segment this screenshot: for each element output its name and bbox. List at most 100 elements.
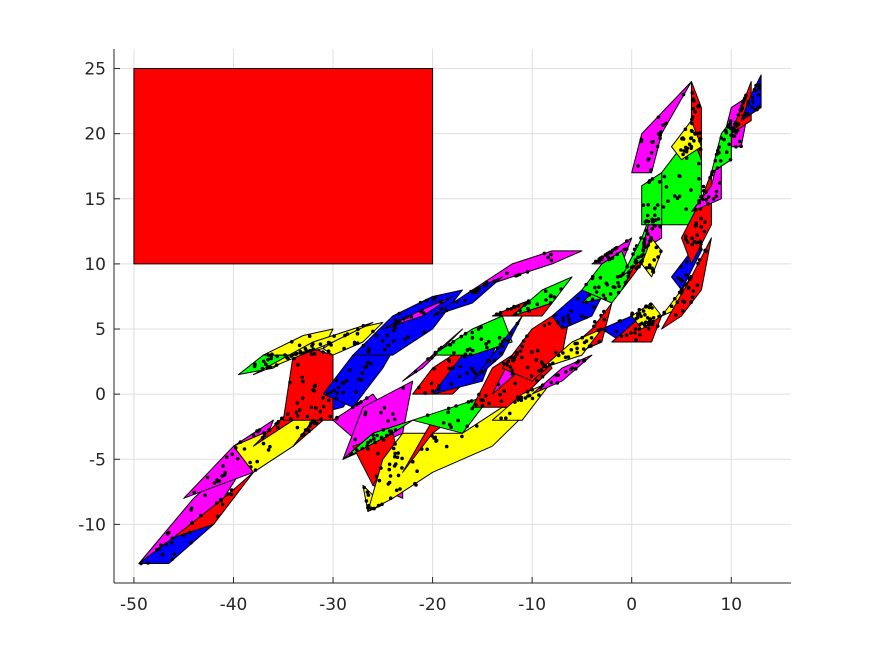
data-point <box>294 410 299 415</box>
data-point <box>653 218 658 222</box>
data-point <box>214 501 219 505</box>
data-point <box>551 361 555 366</box>
scatter-points <box>139 83 762 566</box>
data-point <box>498 392 502 397</box>
data-point <box>632 247 637 252</box>
data-point <box>706 202 710 206</box>
data-point <box>534 358 539 362</box>
data-point <box>530 350 534 354</box>
data-point <box>699 242 703 246</box>
data-point <box>597 339 602 344</box>
data-point <box>753 108 758 112</box>
data-point <box>392 417 397 422</box>
data-point <box>433 295 438 300</box>
data-point <box>496 382 501 387</box>
data-point <box>477 392 481 397</box>
data-point <box>691 289 696 293</box>
data-point <box>575 350 579 355</box>
data-point <box>356 327 360 332</box>
data-point <box>575 341 579 346</box>
data-point <box>269 356 274 361</box>
data-point <box>270 352 274 357</box>
data-point <box>376 451 380 456</box>
data-point <box>526 394 530 398</box>
data-point <box>513 355 517 359</box>
data-point <box>405 315 410 319</box>
data-point <box>548 301 553 305</box>
data-point <box>519 355 524 360</box>
data-point <box>669 304 674 309</box>
data-point <box>253 468 258 472</box>
data-point <box>218 497 223 502</box>
data-point <box>714 152 719 157</box>
data-point <box>757 83 761 87</box>
data-point <box>511 359 515 363</box>
data-point <box>380 502 384 507</box>
data-point <box>447 366 452 371</box>
data-point <box>641 309 646 313</box>
data-point <box>521 339 526 344</box>
data-point <box>535 378 539 383</box>
data-point <box>726 123 731 127</box>
data-point <box>643 324 648 329</box>
data-point <box>684 237 688 242</box>
data-point <box>646 232 650 236</box>
data-point <box>756 92 761 97</box>
data-point <box>696 103 701 108</box>
data-point <box>280 416 284 421</box>
patch-56 <box>641 172 663 226</box>
data-point <box>484 393 488 398</box>
data-point <box>321 350 325 354</box>
data-point <box>530 396 535 401</box>
data-point <box>398 318 402 323</box>
data-point <box>172 552 176 557</box>
data-point <box>662 174 667 179</box>
data-point <box>552 295 556 299</box>
data-point <box>438 300 443 304</box>
data-point <box>391 339 396 343</box>
data-point <box>470 336 475 340</box>
data-point <box>360 446 365 451</box>
data-point <box>212 481 217 485</box>
data-point <box>411 460 415 464</box>
data-point <box>381 438 386 442</box>
data-point <box>387 467 392 472</box>
data-point <box>626 271 631 275</box>
data-point <box>500 344 505 349</box>
data-point <box>274 363 279 367</box>
data-point <box>715 166 720 170</box>
data-point <box>308 348 313 353</box>
data-point <box>255 429 259 433</box>
data-point <box>437 384 441 388</box>
data-point <box>657 314 661 319</box>
data-point <box>484 342 488 346</box>
data-point <box>746 102 750 107</box>
data-point <box>353 437 358 442</box>
data-point <box>426 357 430 361</box>
data-point <box>599 313 603 318</box>
data-point <box>746 100 751 104</box>
data-point <box>487 401 491 406</box>
data-point <box>714 194 719 199</box>
data-point <box>479 325 483 330</box>
data-point <box>506 338 510 343</box>
data-point <box>523 396 528 400</box>
data-point <box>728 157 733 162</box>
data-point <box>470 406 475 411</box>
data-point <box>229 492 234 497</box>
y-tick-label: 5 <box>95 320 106 340</box>
data-point <box>575 346 579 351</box>
data-point <box>468 352 473 357</box>
data-point <box>651 269 655 274</box>
data-point <box>541 362 546 367</box>
data-point <box>617 319 622 324</box>
data-point <box>474 403 478 407</box>
data-point <box>515 321 520 326</box>
data-point <box>300 375 305 380</box>
data-point <box>321 396 325 400</box>
data-point <box>326 398 331 403</box>
data-point <box>165 531 170 536</box>
data-point <box>693 131 697 135</box>
data-point <box>643 313 647 317</box>
data-point <box>397 311 402 316</box>
